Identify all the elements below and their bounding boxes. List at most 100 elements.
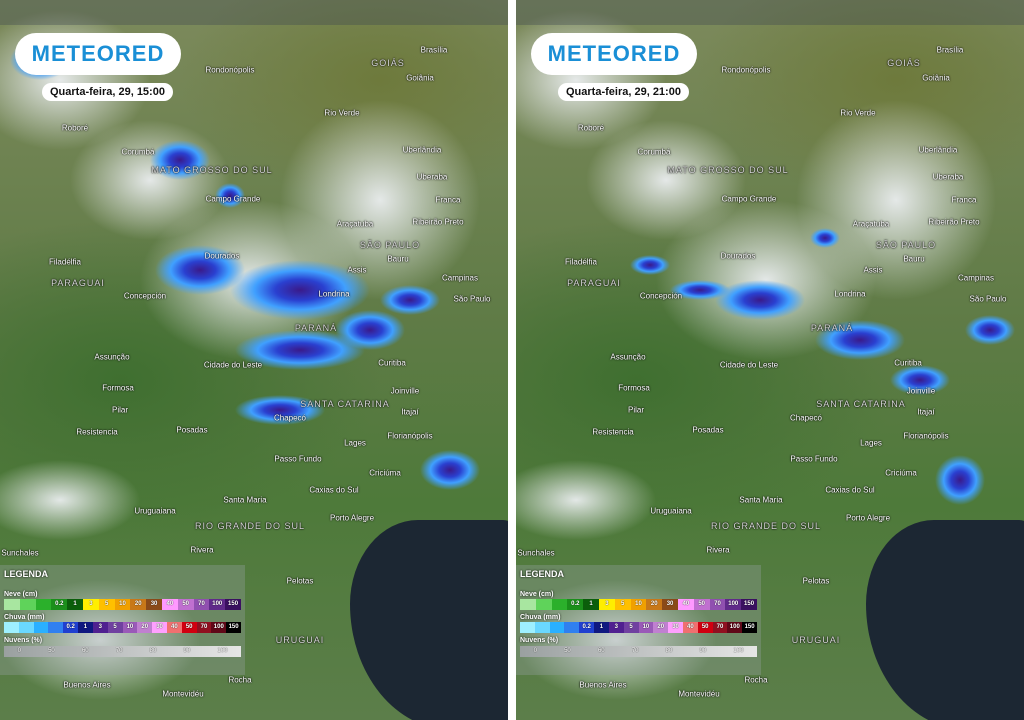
snow-swatch: 50	[177, 599, 194, 610]
snow-label: Neve (cm)	[520, 591, 554, 598]
ocean	[866, 520, 1024, 720]
map-label: Caxias do Sul	[309, 485, 359, 495]
rain-swatch: 1	[594, 622, 609, 633]
snow-swatch: 3	[598, 599, 615, 610]
map-panel-21h[interactable]: Brasília Rondonópolis Goiânia Roboré Rio Ver…	[516, 0, 1024, 720]
clouds-label: Nuvens (%)	[520, 637, 559, 644]
snow-swatch: 0.2	[567, 599, 584, 610]
clouds-tick: 50	[564, 648, 571, 654]
map-label: Campo Grande	[721, 194, 777, 204]
snow-swatch: 1	[583, 599, 599, 610]
map-label: Rocha	[744, 675, 768, 685]
snow-swatch	[535, 599, 552, 610]
rain-swatch	[534, 622, 550, 633]
rain-swatch: 10	[638, 622, 654, 633]
map-label: Uruguaiana	[134, 506, 176, 516]
map-label: Buenos Aires	[579, 680, 627, 690]
rain-scale: 0.2 1 3 5 10 20 30 40 50 70 100 150	[520, 622, 757, 633]
rain-swatch: 20	[137, 622, 153, 633]
map-label: Passo Fundo	[790, 454, 838, 464]
map-label: SÃO PAULO	[359, 240, 421, 250]
map-label: PARAGUAI	[567, 278, 621, 288]
cloud-cover	[0, 460, 140, 540]
map-label: Formosa	[102, 383, 134, 393]
cloud-cover	[70, 120, 230, 240]
clouds-tick: 0	[533, 648, 537, 654]
map-label: Pilar	[111, 405, 129, 415]
snow-label: Neve (cm)	[4, 591, 38, 598]
map-label: Resistencia	[592, 427, 634, 437]
map-label: Corumbá	[121, 147, 155, 157]
clouds-tick: 70	[631, 648, 639, 654]
snow-swatch: 70	[709, 599, 726, 610]
map-label: MATO GROSSO DO SUL	[667, 165, 789, 175]
snow-swatch: 70	[193, 599, 210, 610]
map-label: Criciúma	[369, 468, 401, 478]
rain-scale: 0.2 1 3 5 10 20 30 40 50 70 100 150	[4, 622, 241, 633]
legend: LEGENDA Neve (cm) 0.2 1 3 5 10 20 30 40 50 70 100 1…	[516, 565, 761, 675]
snow-scale: 0.2 1 3 5 10 20 30 40 50 70 100 150	[4, 599, 241, 610]
map-label: Uberlândia	[918, 145, 958, 155]
map-label: Resistencia	[76, 427, 118, 437]
rain-swatch: 20	[653, 622, 669, 633]
map-label: Buenos Aires	[63, 680, 111, 690]
map-label: Assis	[863, 265, 883, 275]
snow-swatch: 100	[209, 599, 226, 610]
map-label: Filadélfia	[48, 257, 82, 267]
map-label: Curitiba	[378, 358, 406, 368]
snow-scale: 0.2 1 3 5 10 20 30 40 50 70 100 150	[520, 599, 757, 610]
clouds-tick: 100	[733, 648, 744, 654]
map-label: Rivera	[706, 545, 730, 555]
legend-title: LEGENDA	[520, 569, 565, 579]
precipitation	[815, 320, 905, 360]
map-label: URUGUAI	[791, 635, 841, 645]
map-label: Corumbá	[637, 147, 671, 157]
precipitation	[670, 280, 730, 300]
map-label: Londrina	[318, 289, 350, 299]
top-bar	[0, 0, 508, 25]
rain-swatch	[18, 622, 34, 633]
snow-swatch: 150	[741, 599, 757, 610]
map-label: Assunção	[94, 352, 130, 362]
map-label: Pelotas	[802, 576, 830, 586]
map-label: Rio Verde	[324, 108, 360, 118]
map-panel-15h[interactable]: Brasília Rondonópolis Goiânia Roboré Rio Ver…	[0, 0, 508, 720]
map-label: Rivera	[190, 545, 214, 555]
map-label: Lages	[344, 438, 366, 448]
precipitation	[215, 182, 245, 208]
map-label: Itajaí	[401, 407, 419, 417]
map-label: Assunção	[610, 352, 646, 362]
rain-swatch	[564, 622, 580, 633]
rain-swatch	[520, 622, 535, 633]
snow-swatch: 3	[82, 599, 99, 610]
map-label: Florianópolis	[387, 431, 433, 441]
map-label: Rondonópolis	[721, 65, 771, 75]
clouds-label: Nuvens (%)	[4, 637, 43, 644]
top-bar	[516, 0, 1024, 25]
precipitation	[380, 285, 440, 315]
clouds-tick: 80	[149, 648, 157, 654]
map-label: Chapecó	[789, 413, 823, 423]
map-label: Rio Verde	[840, 108, 876, 118]
rain-swatch: 70	[712, 622, 728, 633]
map-label: Campo Grande	[205, 194, 261, 204]
clouds-scale: 0 50 60 70 80 90 100	[520, 646, 757, 657]
map-label: Uberaba	[416, 172, 448, 182]
snow-swatch: 10	[630, 599, 647, 610]
precipitation	[810, 228, 840, 248]
map-label: Brasília	[420, 45, 448, 55]
map-label: Posadas	[692, 425, 724, 435]
map-label: Dourados	[204, 251, 240, 261]
map-label: Pelotas	[286, 576, 314, 586]
map-label: PARANÁ	[810, 323, 854, 333]
meteored-logo[interactable]: METEORED	[531, 33, 697, 75]
meteored-logo[interactable]: METEORED	[15, 33, 181, 75]
clouds-tick: 90	[183, 648, 191, 654]
map-label: Porto Alegre	[329, 513, 375, 523]
map-label: Filadélfia	[564, 257, 598, 267]
map-label: Dourados	[720, 251, 756, 261]
map-label: Roboré	[61, 123, 89, 133]
map-label: GOIÁS	[887, 58, 921, 68]
rain-swatch: 100	[211, 622, 227, 633]
rain-label: Chuva (mm)	[4, 614, 45, 621]
